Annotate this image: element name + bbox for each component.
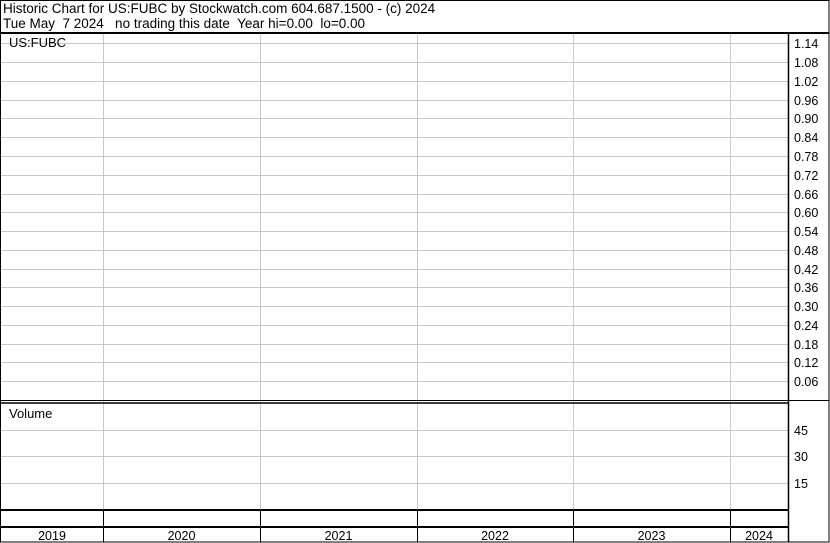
price-axis-label: 0.36 xyxy=(794,281,818,295)
price-axis-label: 1.02 xyxy=(794,75,818,89)
chart-header-title: Historic Chart for US:FUBC by Stockwatch… xyxy=(3,1,436,16)
volume-axis-label: 45 xyxy=(794,424,808,438)
price-axis-label: 0.90 xyxy=(794,112,818,126)
price-axis-label: 1.14 xyxy=(794,37,818,51)
price-axis-label: 0.24 xyxy=(794,319,818,333)
price-axis-label: 0.30 xyxy=(794,300,818,314)
price-axis-label: 0.84 xyxy=(794,131,818,145)
price-axis-label: 0.60 xyxy=(794,206,818,220)
price-panel-title: US:FUBC xyxy=(9,35,66,50)
price-axis-label: 0.66 xyxy=(794,188,818,202)
price-axis-label: 0.12 xyxy=(794,356,818,370)
price-axis-label: 0.18 xyxy=(794,338,818,352)
price-axis-label: 0.06 xyxy=(794,375,818,389)
price-axis-label: 0.72 xyxy=(794,169,818,183)
chart-header-status: Tue May 7 2024 no trading this date Year… xyxy=(3,16,366,31)
volume-axis-label: 30 xyxy=(794,450,808,464)
price-axis-label: 0.54 xyxy=(794,225,818,239)
year-label: 2023 xyxy=(638,529,666,543)
year-label: 2020 xyxy=(168,529,196,543)
price-axis-label: 1.08 xyxy=(794,56,818,70)
year-label: 2019 xyxy=(38,529,66,543)
volume-panel-title: Volume xyxy=(9,406,52,421)
price-axis-label: 0.96 xyxy=(794,94,818,108)
price-axis-label: 0.78 xyxy=(794,150,818,164)
year-label: 2024 xyxy=(745,529,773,543)
year-label: 2022 xyxy=(481,529,509,543)
volume-axis-label: 15 xyxy=(794,477,808,491)
price-axis-label: 0.48 xyxy=(794,244,818,258)
price-axis-label: 0.42 xyxy=(794,263,818,277)
year-label: 2021 xyxy=(325,529,353,543)
